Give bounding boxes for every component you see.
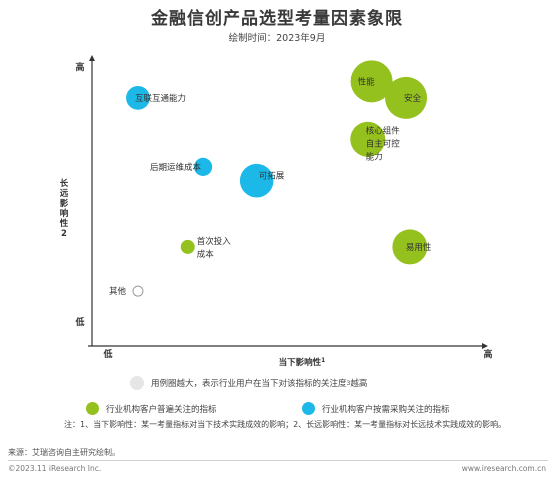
x-axis-high-label: 高 [483, 348, 492, 360]
source-text: 来源：艾瑞咨询自主研究绘制。 [8, 448, 120, 457]
bubble-5 [180, 239, 195, 254]
y-axis-low-label: 低 [74, 316, 84, 328]
x-axis-low-label: 低 [102, 348, 112, 360]
legend-blue: 行业机构客户按需采购关注的指标 [302, 402, 450, 415]
y-axis-title-char: 远 [60, 189, 69, 199]
legend-green: 行业机构客户普遍关注的指标 [86, 402, 217, 415]
legend-green-dot [86, 402, 99, 415]
bubble-label-9: 可拓展 [259, 171, 285, 182]
bubble-label-line: 易用性 [406, 242, 432, 253]
y-axis-title: 长远影响性 2 [60, 178, 69, 239]
footnote: 注：1、当下影响性：某一考量指标对当下技术实践成效的影响；2、长远影响性：某一考… [64, 420, 507, 429]
bubble-2 [385, 76, 428, 119]
legend-size-note-end: 越高 [350, 379, 368, 389]
bubble-label-line: 后期运维成本 [150, 162, 202, 173]
bubble-label-line: 可拓展 [259, 171, 285, 182]
y-axis-title-char: 影 [60, 198, 69, 209]
bubble-3 [350, 121, 386, 157]
copyright-text: ©2023.11 iResearch Inc. [8, 464, 102, 473]
bubble-label-line: 其他 [109, 286, 127, 297]
legend-size-note: 用例圈越大，表示行业用户在当下对该指标的关注度 3 越高 [130, 376, 367, 390]
bubble-label-5: 首次投入成本 [197, 236, 232, 260]
bubble-label-line: 性能 [358, 76, 376, 87]
footer-divider [8, 460, 548, 461]
y-axis-title-char: 性 [60, 218, 69, 229]
page-subtitle: 绘制时间：2023年9月 [228, 33, 326, 44]
legend-green-label: 行业机构客户普遍关注的指标 [106, 404, 217, 415]
bubble-label-1: 性能 [358, 76, 376, 87]
legend-size-note-sup: 3 [346, 379, 351, 387]
y-axis-high-label: 高 [75, 61, 84, 73]
bubble-label-6: 其他 [109, 286, 127, 297]
legend-size-note-text: 用例圈越大，表示行业用户在当下对该指标的关注度 [151, 379, 347, 389]
bubble-7 [126, 85, 150, 110]
bubble-label-line: 核心组件 [366, 125, 401, 136]
bubble-label-line: 自主可控 [366, 138, 401, 149]
y-axis-title-char: 长 [60, 178, 69, 189]
y-axis-title-char: 响 [60, 208, 69, 219]
bubble-label-line: 互联互通能力 [135, 93, 186, 104]
bubble-label-4: 易用性 [406, 242, 432, 253]
bubble-label-line: 成本 [197, 249, 215, 260]
legend-size-dot [130, 376, 144, 390]
y-axis-title-char: 2 [61, 229, 67, 239]
bubble-label-7: 互联互通能力 [135, 93, 186, 104]
legend-blue-label: 行业机构客户按需采购关注的指标 [322, 404, 450, 415]
bubble-label-line: 安全 [404, 93, 422, 104]
bubble-1 [350, 60, 393, 103]
bubble-label-2: 安全 [404, 93, 422, 104]
bubble-4 [392, 229, 428, 265]
bubble-9 [239, 163, 274, 198]
legend-blue-dot [302, 402, 315, 415]
x-axis-title: 当下影响性1 [279, 357, 326, 368]
bubble-label-line: 能力 [366, 151, 383, 162]
bubble-8 [193, 157, 213, 176]
bubble-6 [132, 285, 144, 297]
x-axis-title-sup: 1 [321, 357, 325, 364]
website-text: www.iresearch.com.cn [461, 464, 546, 473]
bubble-label-line: 首次投入 [197, 236, 232, 247]
bubble-label-8: 后期运维成本 [150, 162, 202, 173]
bubble-label-3: 核心组件自主可控能力 [366, 125, 401, 162]
page-title: 金融信创产品选型考量因素象限 [151, 9, 403, 29]
